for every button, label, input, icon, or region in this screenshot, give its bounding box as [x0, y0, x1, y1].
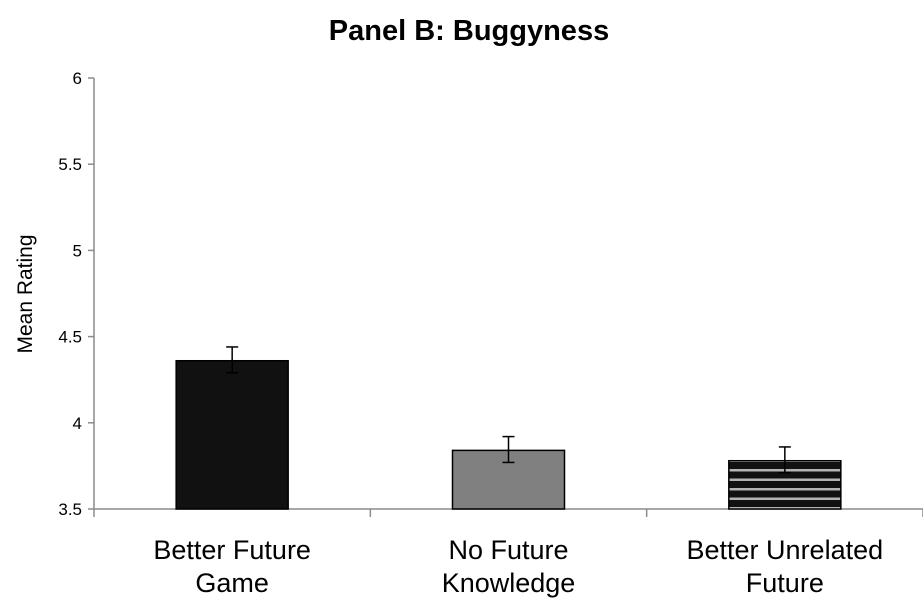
x-tick-label: Game [195, 568, 269, 598]
x-tick-label: No Future [448, 535, 568, 565]
y-tick-label: 5.5 [58, 155, 82, 174]
x-tick-label: Future [746, 568, 824, 598]
y-tick-label: 4 [73, 414, 82, 433]
y-tick-label: 6 [73, 69, 82, 88]
x-tick-label: Knowledge [442, 568, 576, 598]
y-tick-label: 3.5 [58, 500, 82, 519]
chart-title: Panel B: Buggyness [329, 15, 609, 47]
y-axis-label: Mean Rating [14, 234, 37, 353]
x-tick-label: Better Future [153, 535, 311, 565]
y-tick-label: 5 [73, 241, 82, 260]
x-tick-label: Better Unrelated [687, 535, 884, 565]
bar-3 [728, 459, 842, 510]
y-tick-label: 4.5 [58, 328, 82, 347]
bar-1 [175, 359, 289, 510]
